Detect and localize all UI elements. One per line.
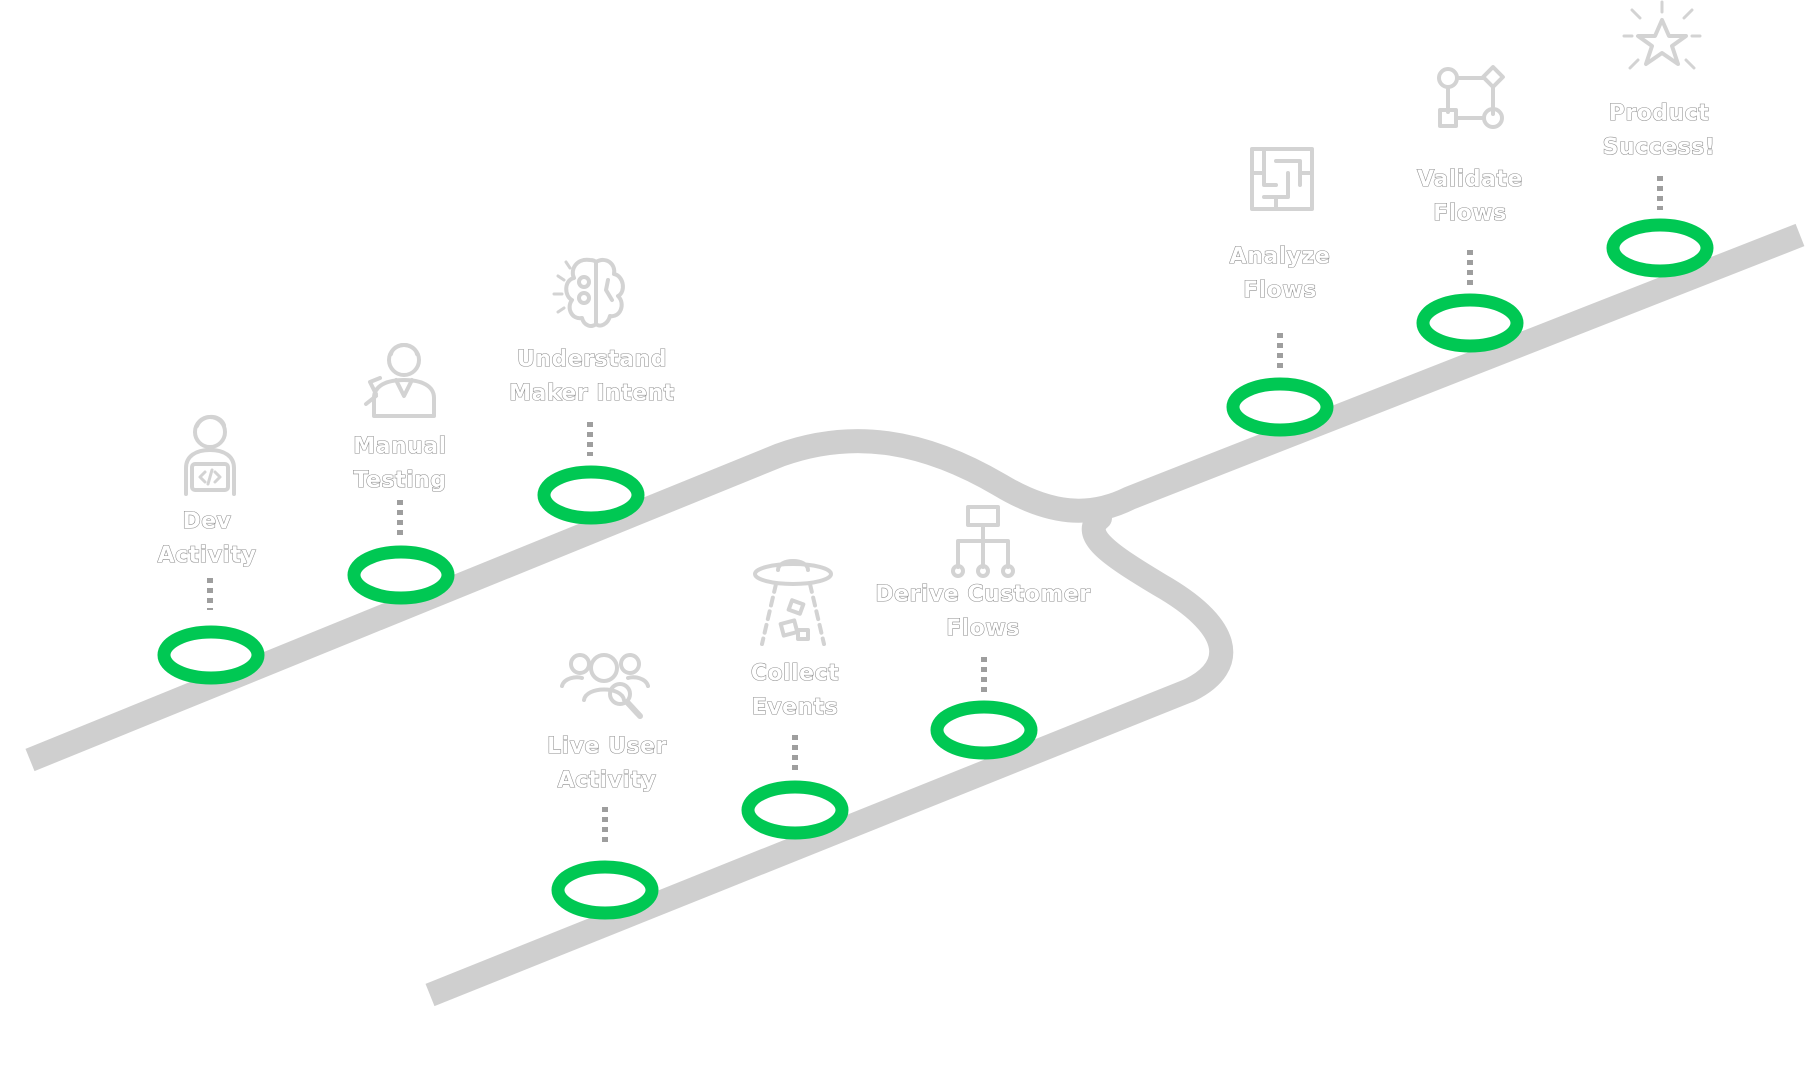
- maze-icon: [1250, 147, 1314, 211]
- markers: [157, 218, 1714, 920]
- label-line: Flows: [946, 615, 1020, 641]
- label-live-user-activity: Live User Activity: [487, 730, 727, 798]
- label-line: Activity: [157, 542, 257, 568]
- marker-derive-customer-flows: [930, 700, 1038, 760]
- label-line: Validate: [1417, 166, 1523, 192]
- marker-manual-testing: [347, 545, 455, 605]
- label-manual-testing: Manual Testing: [280, 430, 520, 498]
- marker-live-user-activity: [551, 860, 659, 920]
- brain-icon: [552, 257, 625, 328]
- label-line: Product: [1608, 100, 1710, 126]
- users-magnifier-icon: [560, 653, 650, 719]
- label-line: Live User: [547, 733, 667, 759]
- connectors: [207, 176, 1663, 843]
- label-line: Derive Customer: [875, 581, 1091, 607]
- ufo-beam-icon: [753, 559, 833, 646]
- label-collect-events: Collect Events: [675, 657, 915, 725]
- marker-collect-events: [741, 780, 849, 840]
- label-line: Manual: [353, 433, 447, 459]
- label-line: Collect: [750, 660, 840, 686]
- flow-nodes-icon: [1437, 65, 1505, 129]
- label-line: Analyze: [1229, 243, 1331, 269]
- label-validate-flows: Validate Flows: [1350, 163, 1590, 231]
- label-understand-maker-intent: Understand Maker Intent: [472, 343, 712, 411]
- marker-dev-activity: [157, 625, 265, 685]
- marker-validate-flows: [1416, 293, 1524, 353]
- scientist-icon: [364, 343, 436, 418]
- marker-understand-maker-intent: [537, 465, 645, 525]
- label-line: Dev: [182, 508, 232, 534]
- road-lower-track: [425, 678, 1195, 1007]
- label-line: Maker Intent: [509, 380, 675, 406]
- label-line: Events: [751, 694, 839, 720]
- label-line: Understand: [516, 346, 667, 372]
- label-line: Flows: [1243, 277, 1317, 303]
- label-line: Success!: [1602, 134, 1716, 160]
- road-branch: [1081, 506, 1234, 702]
- marker-product-success: [1606, 218, 1714, 278]
- label-line: Activity: [557, 767, 657, 793]
- label-analyze-flows: Analyze Flows: [1160, 240, 1400, 308]
- developer-laptop-icon: [184, 414, 236, 496]
- label-derive-customer-flows: Derive Customer Flows: [863, 578, 1103, 646]
- star-burst-icon: [1622, 0, 1702, 70]
- marker-analyze-flows: [1226, 377, 1334, 437]
- label-dev-activity: Dev Activity: [87, 505, 327, 573]
- label-line: Flows: [1433, 200, 1507, 226]
- label-product-success: Product Success!: [1539, 97, 1779, 165]
- label-line: Testing: [353, 467, 447, 493]
- hierarchy-icon: [951, 505, 1015, 578]
